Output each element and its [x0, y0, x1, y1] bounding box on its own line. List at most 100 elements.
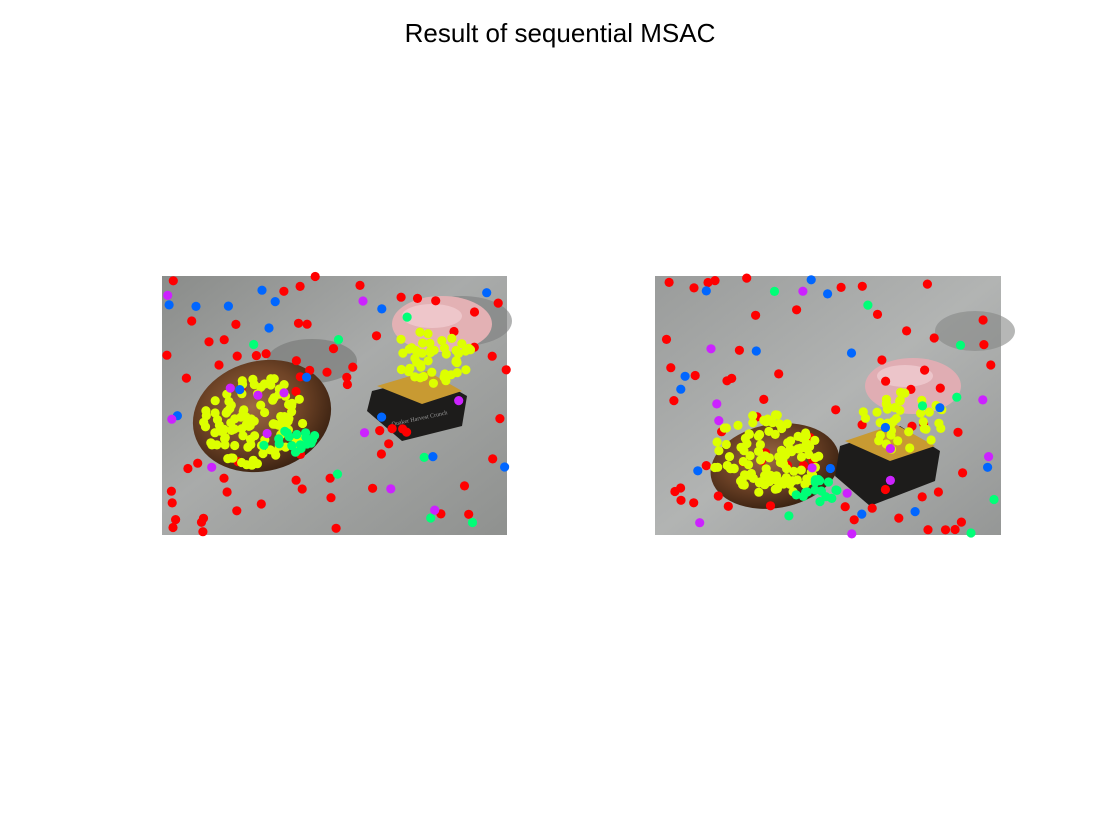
model-1-point [220, 440, 230, 450]
model-1-point [779, 459, 789, 469]
model-4-point [225, 383, 235, 393]
outlier-point [670, 486, 680, 497]
model-1-point [220, 432, 230, 443]
model-1-point [237, 457, 247, 468]
outlier-point [232, 351, 242, 361]
model-1-point [801, 431, 811, 441]
model-1-point [800, 479, 810, 489]
outlier-point [956, 517, 966, 527]
model-1-point [404, 367, 414, 377]
model-1-point [228, 453, 238, 463]
model-1-point [926, 435, 936, 445]
model-2-point [769, 286, 780, 296]
model-4-point [842, 488, 852, 498]
model-2-point [333, 335, 344, 345]
outlier-point [310, 271, 320, 282]
model-1-point [210, 396, 220, 406]
outlier-point [501, 365, 511, 375]
model-3-point [270, 297, 280, 307]
outlier-point [666, 363, 676, 373]
outlier-point [950, 524, 960, 535]
outlier-point [181, 373, 191, 383]
outlier-point [322, 367, 332, 377]
model-1-point [801, 438, 811, 448]
model-1-point [755, 440, 765, 450]
model-1-point [796, 452, 807, 462]
outlier-point [872, 309, 883, 319]
outlier-point [464, 509, 474, 519]
outlier-point [877, 355, 887, 365]
outlier-point [326, 493, 336, 503]
model-1-point [740, 470, 750, 480]
left-image-panel: Quaker Harvest Crunch [162, 271, 512, 537]
outlier-point [920, 365, 930, 375]
outlier-point [958, 468, 968, 478]
model-1-point [410, 372, 420, 382]
model-1-point [860, 413, 871, 423]
outlier-point [669, 396, 679, 406]
model-1-point [883, 403, 893, 413]
outlier-point [902, 326, 912, 336]
model-3-point [302, 372, 312, 382]
model-1-point [396, 334, 406, 344]
model-1-point [748, 418, 758, 428]
outlier-point [727, 373, 737, 383]
model-1-point [250, 431, 260, 441]
outlier-point [387, 424, 397, 434]
model-1-point [256, 400, 266, 410]
model-2-point [332, 469, 343, 479]
model-1-point [772, 410, 782, 420]
model-1-point [200, 422, 211, 432]
model-1-point [872, 407, 882, 417]
model-1-point [447, 333, 457, 343]
model-2-point [966, 528, 976, 538]
model-1-point [712, 437, 722, 447]
model-4-point [712, 399, 722, 409]
model-3-point [880, 422, 890, 433]
right-photo [655, 273, 1015, 539]
model-1-point [441, 349, 451, 359]
outlier-point [375, 426, 385, 436]
outlier-point [412, 293, 423, 303]
model-1-point [936, 423, 946, 433]
model-3-point [701, 286, 711, 296]
model-1-point [921, 424, 931, 434]
model-1-point [875, 430, 885, 440]
model-4-point [207, 462, 217, 472]
outlier-point [449, 326, 459, 337]
model-4-point [163, 290, 173, 300]
model-4-point [798, 286, 808, 296]
outlier-point [396, 292, 406, 302]
outlier-point [710, 276, 720, 286]
outlier-point [940, 525, 951, 535]
outlier-point [953, 427, 963, 437]
outlier-point [986, 360, 996, 370]
model-4-point [807, 463, 817, 473]
model-1-point [721, 439, 731, 450]
model-3-point [500, 462, 510, 472]
model-2-point [419, 452, 429, 462]
model-1-point [756, 455, 766, 465]
model-1-point [793, 431, 803, 441]
outlier-point [880, 484, 890, 495]
model-2-point [827, 493, 837, 503]
model-4-point [885, 475, 895, 485]
model-1-point [739, 480, 749, 490]
model-2-point [302, 439, 312, 449]
model-2-point [467, 517, 478, 528]
outlier-point [168, 276, 178, 286]
outlier-point [751, 310, 761, 320]
model-1-point [246, 439, 256, 450]
model-1-point [916, 408, 926, 418]
figure-title: Result of sequential MSAC [404, 18, 716, 48]
model-1-point [782, 419, 792, 429]
model-3-point [235, 385, 245, 395]
outlier-point [894, 513, 904, 523]
model-1-point [748, 411, 758, 421]
outlier-point [291, 356, 301, 366]
model-1-point [287, 407, 297, 417]
model-1-point [745, 451, 755, 461]
model-1-point [452, 368, 462, 378]
model-1-point [774, 419, 784, 429]
outlier-point [774, 369, 784, 379]
